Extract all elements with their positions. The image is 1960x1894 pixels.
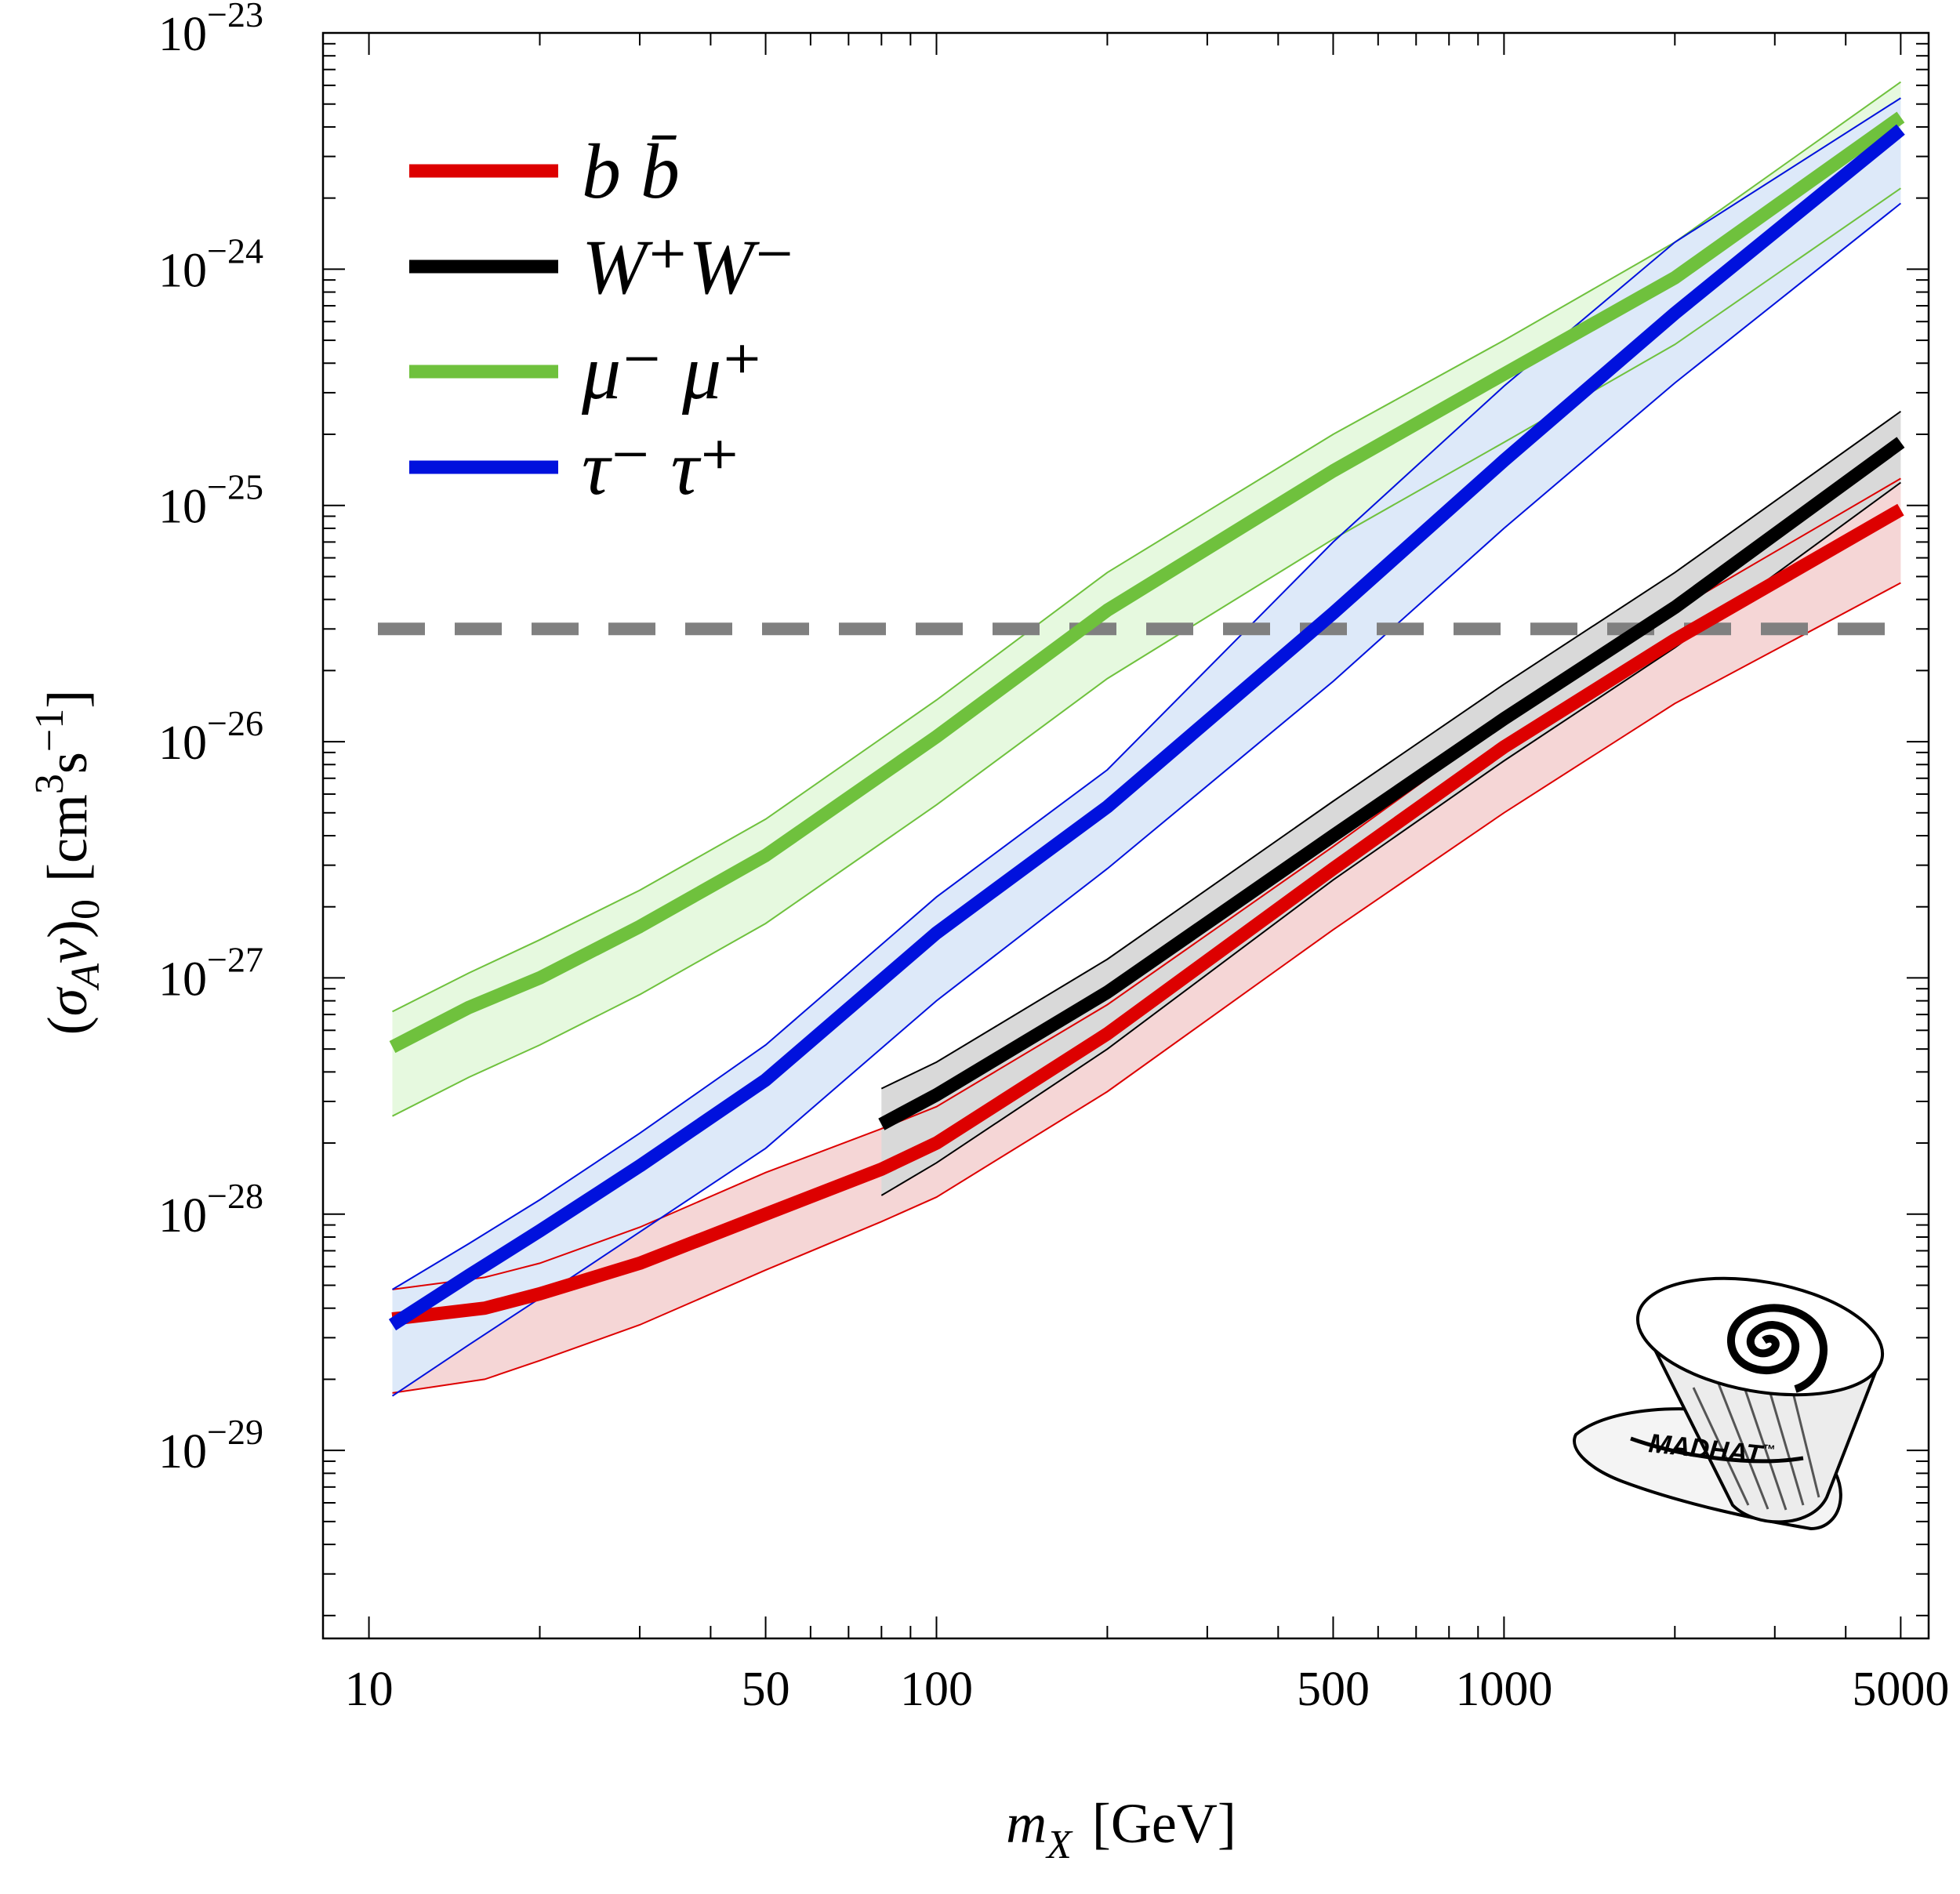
legend-label-ww: W⁺W⁻ bbox=[582, 223, 795, 310]
hat-band-icon bbox=[1630, 1436, 1804, 1464]
x-tick-label: 500 bbox=[1297, 1663, 1370, 1716]
hat-spiral-icon bbox=[1727, 1304, 1828, 1393]
series-line-tautau bbox=[388, 124, 1905, 1331]
legend-label-bbbar: b b̄ bbox=[582, 128, 680, 215]
band-lower-edge-tautau bbox=[391, 202, 1902, 1397]
legend-item-bbbar: b b̄ bbox=[409, 128, 680, 215]
y-tick-label: 10−23 bbox=[158, 0, 263, 61]
x-tick-label: 5000 bbox=[1852, 1663, 1949, 1716]
legend-item-tautau: τ⁻ τ⁺ bbox=[409, 424, 740, 511]
legend-item-mumu: μ⁻ μ⁺ bbox=[409, 328, 763, 415]
band-upper-edge-mumu bbox=[392, 81, 1901, 1013]
y-tick-label: 10−27 bbox=[158, 939, 263, 1006]
madhat-logo: MADHAT™ bbox=[1573, 1276, 1885, 1531]
hat-shading-icon bbox=[1692, 1370, 1820, 1511]
x-tick-label: 50 bbox=[742, 1663, 790, 1716]
y-tick-label: 10−28 bbox=[158, 1176, 263, 1243]
legend-label-tautau: τ⁻ τ⁺ bbox=[582, 424, 740, 511]
central-lines bbox=[388, 111, 1905, 1331]
x-tick-label: 10 bbox=[345, 1663, 394, 1716]
band-lower-edge-bbbar bbox=[392, 582, 1901, 1394]
band-upper-edge-ww bbox=[880, 410, 1901, 1090]
series-line-bbbar bbox=[391, 503, 1904, 1326]
legend-label-mumu: μ⁻ μ⁺ bbox=[581, 328, 763, 415]
x-tick-label: 100 bbox=[900, 1663, 973, 1716]
series-line-ww bbox=[878, 437, 1905, 1130]
series-line-mumu bbox=[389, 111, 1905, 1054]
legend: b b̄ W⁺W⁻ μ⁻ μ⁺ τ⁻ τ⁺ bbox=[409, 128, 795, 511]
y-tick-labels: 10−29 10−28 10−27 10−26 10−25 10−24 10−23 bbox=[158, 0, 263, 1479]
x-tick-labels: 10 50 100 500 1000 5000 bbox=[345, 1663, 1950, 1716]
y-tick-label: 10−29 bbox=[158, 1412, 263, 1479]
y-tick-label: 10−26 bbox=[158, 703, 263, 770]
x-tick-label: 1000 bbox=[1455, 1663, 1552, 1716]
y-tick-label: 10−25 bbox=[158, 467, 263, 534]
y-tick-label: 10−24 bbox=[158, 230, 263, 297]
axis-ticks bbox=[323, 32, 1929, 1638]
y-axis-title: (σAv)0[cm3s−1] bbox=[27, 690, 108, 1036]
band-lower-edge-ww bbox=[880, 481, 1901, 1196]
legend-item-ww: W⁺W⁻ bbox=[409, 223, 795, 310]
x-axis-title: mX [GeV] bbox=[1006, 1792, 1236, 1867]
